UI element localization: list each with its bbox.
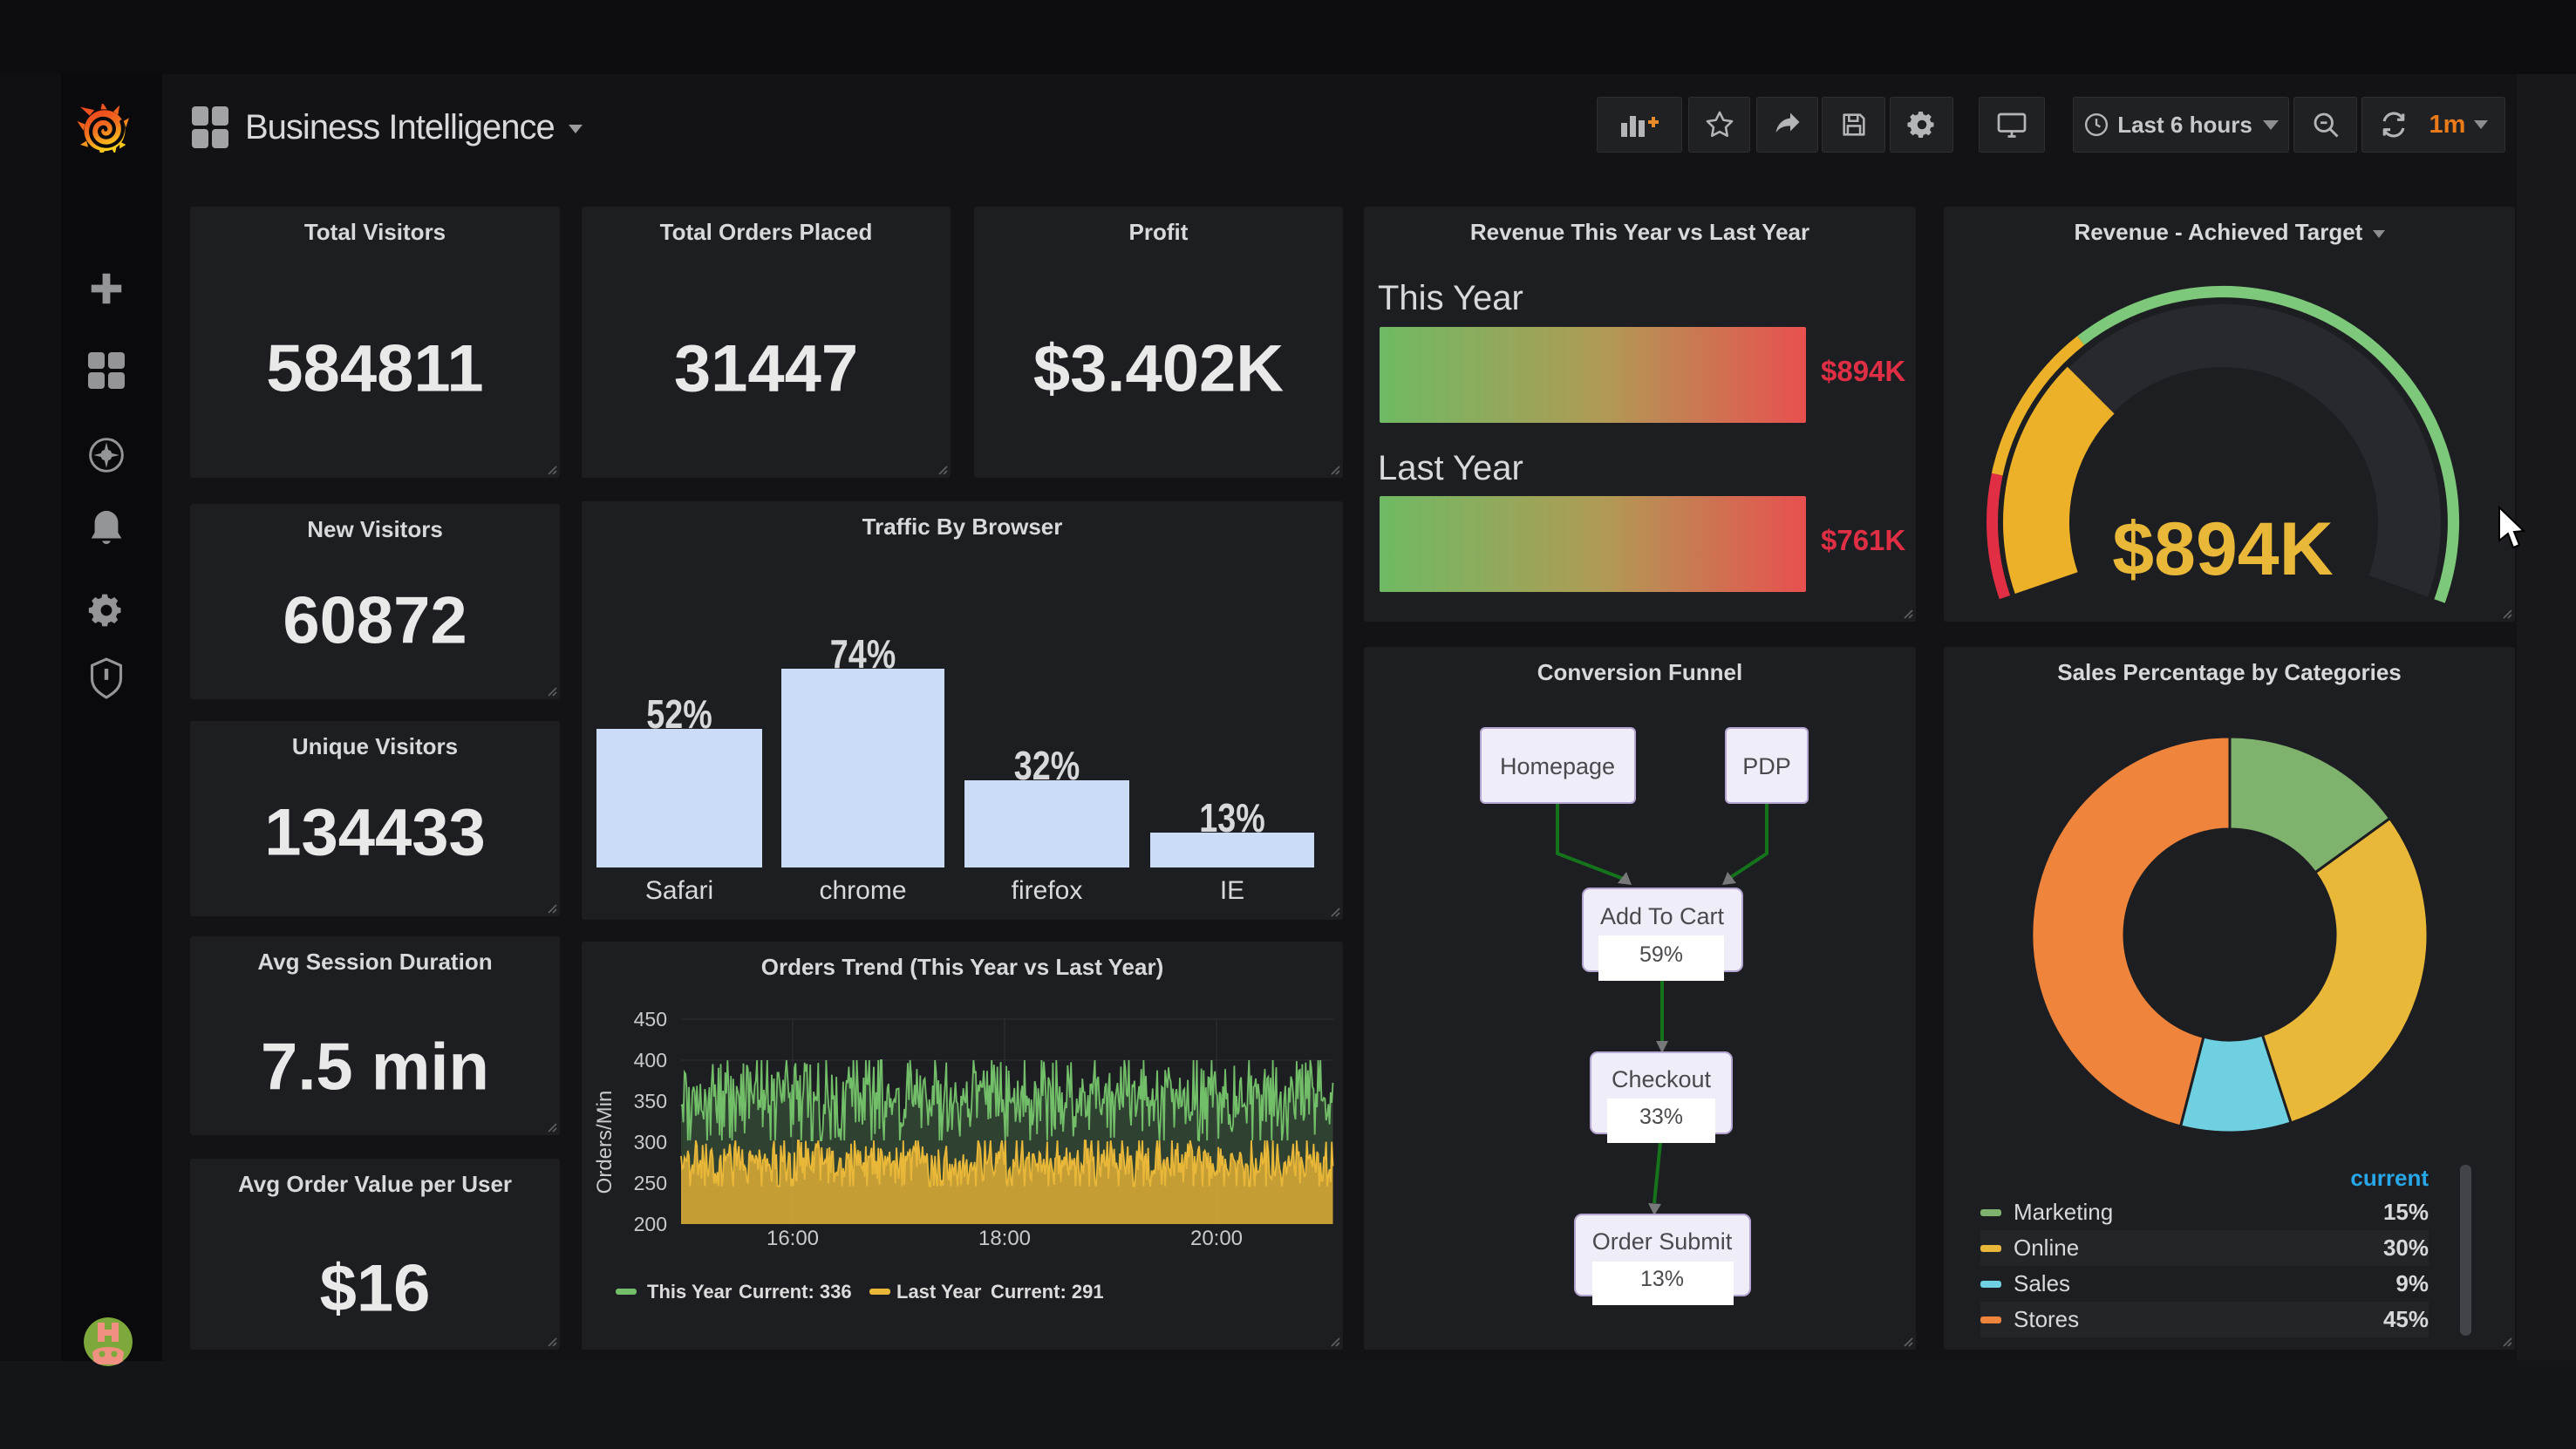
svg-text:Current: 336: Current: 336 — [739, 1281, 852, 1303]
svg-text:Orders/Min: Orders/Min — [593, 1091, 617, 1194]
svg-text:Checkout: Checkout — [1612, 1066, 1712, 1092]
svg-text:250: 250 — [634, 1172, 667, 1194]
svg-text:Last Year: Last Year — [896, 1281, 982, 1303]
svg-text:13%: 13% — [1640, 1267, 1684, 1291]
svg-text:Add To Cart: Add To Cart — [1600, 903, 1725, 929]
svg-text:200: 200 — [634, 1213, 667, 1235]
svg-text:350: 350 — [634, 1090, 667, 1112]
svg-text:59%: 59% — [1639, 942, 1683, 967]
svg-text:$894K: $894K — [2112, 507, 2333, 591]
svg-text:16:00: 16:00 — [767, 1227, 819, 1250]
svg-text:PDP: PDP — [1742, 753, 1791, 779]
svg-text:Homepage: Homepage — [1500, 753, 1615, 779]
svg-text:Current: 291: Current: 291 — [991, 1281, 1104, 1303]
svg-text:450: 450 — [634, 1008, 667, 1031]
svg-text:400: 400 — [634, 1049, 667, 1071]
svg-text:18:00: 18:00 — [978, 1227, 1031, 1250]
svg-text:Order Submit: Order Submit — [1592, 1228, 1733, 1255]
svg-text:33%: 33% — [1639, 1105, 1683, 1129]
svg-text:20:00: 20:00 — [1190, 1227, 1243, 1250]
svg-text:This Year: This Year — [647, 1281, 733, 1303]
svg-text:300: 300 — [634, 1131, 667, 1153]
